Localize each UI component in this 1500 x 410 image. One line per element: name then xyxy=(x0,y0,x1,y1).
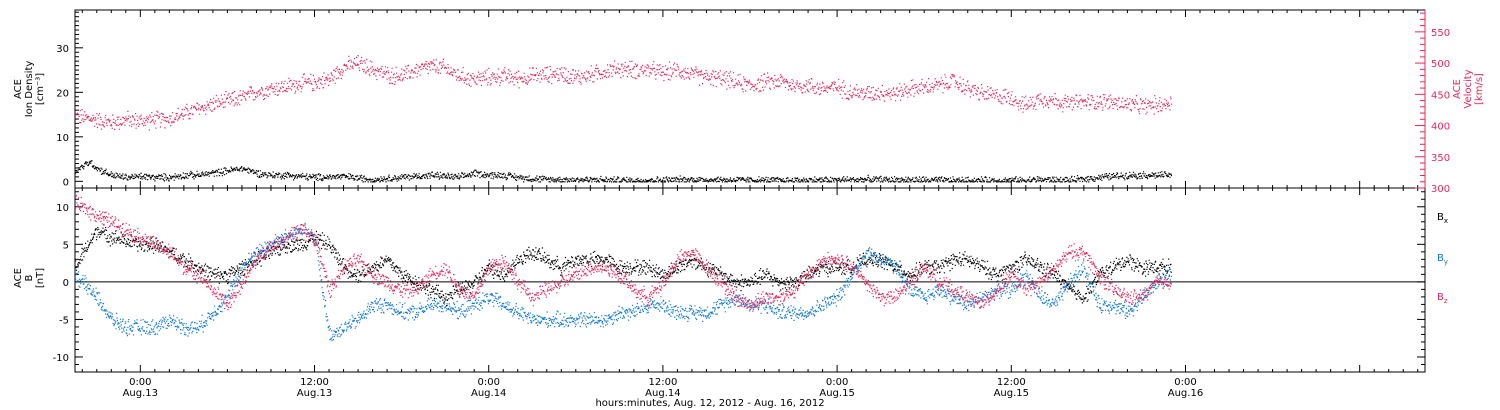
bx-points xyxy=(75,224,1172,307)
velocity-tick-label: 450 xyxy=(1431,90,1450,101)
plot-marks xyxy=(75,55,1173,342)
velocity-axis-title-line: ACE xyxy=(1452,79,1463,99)
bottom-panel-frame xyxy=(74,187,1426,373)
x-tick-date-label: Aug.15 xyxy=(819,388,854,399)
x-tick-time-label: 0:00 xyxy=(477,377,499,388)
b-axis-title: ACE B [nT] xyxy=(13,268,46,288)
x-tick-date-label: Aug.14 xyxy=(471,388,506,399)
plot-axes xyxy=(74,9,1426,373)
density-tick-label: 10 xyxy=(56,133,69,144)
x-tick-time-label: 12:00 xyxy=(997,377,1026,388)
velocity-points xyxy=(75,55,1173,131)
legend-by: By xyxy=(1437,253,1448,266)
x-tick-date-label: Aug.14 xyxy=(645,388,680,399)
density-points xyxy=(75,160,1173,183)
b-tick-label: -10 xyxy=(53,353,69,364)
bz-points xyxy=(75,194,1172,312)
x-axis-title: hours:minutes, Aug. 12, 2012 - Aug. 16, … xyxy=(595,398,824,409)
velocity-tick-label: 300 xyxy=(1431,184,1450,195)
velocity-tick-label: 400 xyxy=(1431,122,1450,133)
velocity-tick-label: 500 xyxy=(1431,59,1450,70)
b-tick-label: -5 xyxy=(59,315,69,326)
x-tick-date-label: Aug.15 xyxy=(994,388,1029,399)
density-axis-title-line: Ion Density xyxy=(24,61,35,118)
velocity-tick-label: 550 xyxy=(1431,28,1450,39)
x-tick-time-label: 0:00 xyxy=(1174,377,1196,388)
b-axis-title-line: [nT] xyxy=(35,268,46,288)
b-tick-label: 10 xyxy=(56,203,69,214)
b-axis-title-line: ACE xyxy=(13,268,24,288)
x-tick-time-label: 12:00 xyxy=(648,377,677,388)
b-tick-label: 5 xyxy=(63,240,69,251)
velocity-axis-title-line: Velocity xyxy=(1463,69,1474,108)
density-axis-title: ACE Ion Density [cm⁻³] xyxy=(13,61,46,118)
top-panel-frame xyxy=(74,9,1426,189)
velocity-axis-title-line: [km/s] xyxy=(1474,73,1485,105)
legend-bz: Bz xyxy=(1437,292,1448,305)
x-tick-time-label: 0:00 xyxy=(826,377,848,388)
density-axis-title-line: ACE xyxy=(13,79,24,99)
density-axis-title-line: [cm⁻³] xyxy=(35,73,46,105)
x-tick-time-label: 12:00 xyxy=(300,377,329,388)
density-tick-label: 20 xyxy=(56,88,69,99)
x-tick-date-label: Aug.13 xyxy=(297,388,332,399)
x-tick-time-label: 0:00 xyxy=(129,377,151,388)
velocity-axis-title: ACE Velocity [km/s] xyxy=(1452,69,1485,108)
density-tick-label: 30 xyxy=(56,44,69,55)
x-tick-date-label: Aug.13 xyxy=(123,388,158,399)
x-tick-date-label: Aug.16 xyxy=(1168,388,1203,399)
velocity-tick-label: 350 xyxy=(1431,153,1450,164)
legend-bx: Bx xyxy=(1437,212,1448,225)
b-tick-label: 0 xyxy=(63,278,69,289)
plot-labels: 0:00Aug.1312:00Aug.130:00Aug.1412:00Aug.… xyxy=(13,28,1485,409)
b-axis-title-line: B xyxy=(24,274,35,281)
density-tick-label: 0 xyxy=(63,177,69,188)
